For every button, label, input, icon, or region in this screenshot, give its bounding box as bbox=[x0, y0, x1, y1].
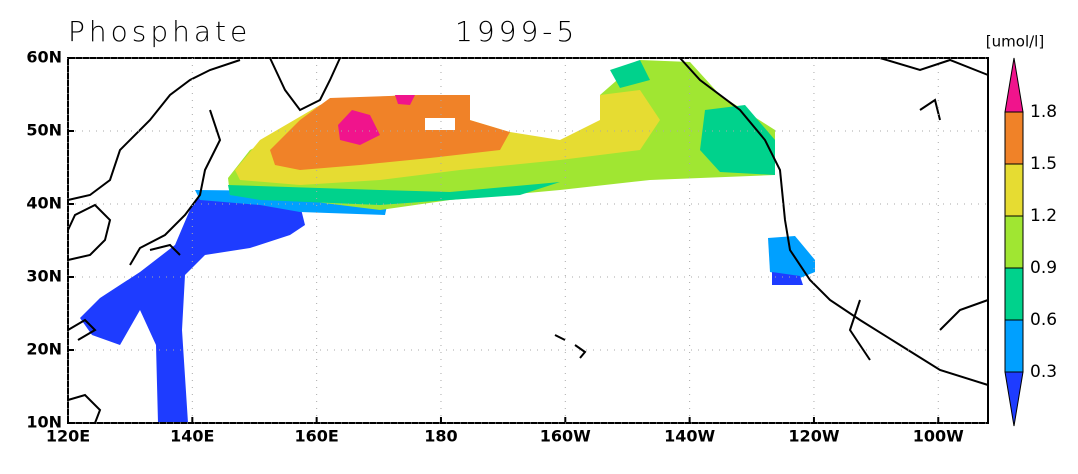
colorbar-label: 1.5 bbox=[1030, 154, 1057, 174]
x-tick-label: 140E bbox=[170, 427, 214, 446]
title: Phosphate bbox=[68, 15, 251, 48]
colorbar-segment bbox=[1004, 163, 1024, 217]
colorbar-segment bbox=[1004, 267, 1024, 321]
coast-asia bbox=[67, 59, 241, 424]
x-tick-label: 180 bbox=[424, 427, 457, 446]
y-tick-label: 60N bbox=[26, 48, 62, 67]
field-pink bbox=[338, 110, 380, 145]
field-orange bbox=[270, 95, 510, 170]
colorbar-label: 0.9 bbox=[1030, 258, 1057, 278]
coast-america bbox=[679, 57, 989, 386]
colorbar-segment bbox=[1004, 319, 1024, 373]
coast-hawaii bbox=[554, 334, 587, 359]
colorbar-label: 1.8 bbox=[1030, 102, 1057, 122]
x-tick-label: 160W bbox=[540, 427, 591, 446]
field-pink-2 bbox=[395, 95, 415, 105]
coast-kamchatka bbox=[269, 57, 341, 112]
colorbar-label: 0.6 bbox=[1030, 310, 1057, 330]
colorbar-segment bbox=[1004, 215, 1024, 269]
field-blue bbox=[80, 196, 305, 423]
field-gap-2 bbox=[470, 95, 600, 140]
colorbar-label: 0.3 bbox=[1030, 362, 1057, 382]
y-tick-label: 50N bbox=[26, 121, 62, 140]
fields bbox=[80, 60, 815, 423]
y-tick-label: 30N bbox=[26, 267, 62, 286]
coast-alaska bbox=[879, 57, 989, 121]
colorbar-unit: [umol/l] bbox=[986, 33, 1044, 51]
field-california-b bbox=[772, 272, 803, 285]
field-green bbox=[228, 182, 560, 205]
field-green-east bbox=[700, 105, 775, 175]
x-tick-label: 120W bbox=[788, 427, 839, 446]
colorbar-low bbox=[1004, 371, 1024, 427]
field-california-lb bbox=[768, 236, 815, 278]
colorbar-label: 1.2 bbox=[1030, 206, 1057, 226]
field-green-north bbox=[610, 60, 650, 88]
y-tick-label: 20N bbox=[26, 340, 62, 359]
y-tick-label: 40N bbox=[26, 194, 62, 213]
x-tick-label: 140W bbox=[664, 427, 715, 446]
y-tick-label: 10N bbox=[26, 413, 62, 432]
field-gap bbox=[425, 118, 455, 130]
period: 1999-5 bbox=[455, 15, 578, 48]
x-tick-label: 100W bbox=[913, 427, 964, 446]
x-tick-label: 160E bbox=[294, 427, 338, 446]
x-tick-label: 120E bbox=[46, 427, 90, 446]
colorbar-segment bbox=[1004, 111, 1024, 165]
colorbar-high bbox=[1004, 57, 1024, 113]
